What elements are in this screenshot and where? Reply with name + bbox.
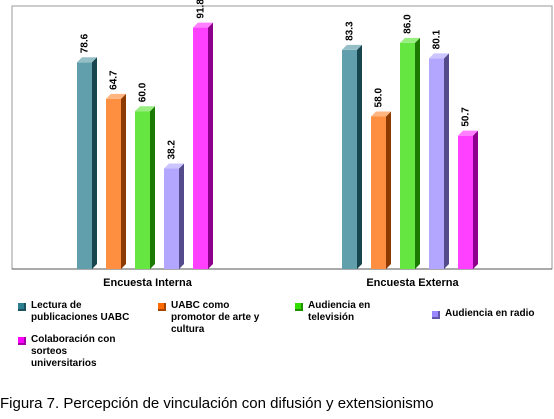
value-label-0-3: 38.2 bbox=[167, 140, 178, 160]
legend-label-lectura: Lectura de publicaciones UABC bbox=[31, 300, 130, 323]
bar-front-0-0 bbox=[77, 62, 92, 270]
value-label-1-2: 86.0 bbox=[403, 14, 414, 34]
value-label-1-4: 50.7 bbox=[461, 107, 472, 127]
legend-item-sorteos: Colaboración con sorteos universitarios bbox=[18, 334, 115, 370]
bar-top-1-4 bbox=[458, 130, 478, 136]
legend-item-radio: Audiencia en radio bbox=[432, 308, 534, 320]
bar-front-1-4 bbox=[458, 135, 473, 269]
bar-front-1-0 bbox=[342, 49, 357, 269]
bar-front-0-1 bbox=[106, 98, 121, 270]
value-label-1-3: 80.1 bbox=[432, 29, 443, 49]
value-label-0-2: 60.0 bbox=[138, 82, 149, 102]
bar-top-0-1 bbox=[106, 93, 126, 99]
value-label-1-1: 58.0 bbox=[374, 88, 385, 108]
bar-side-0-1 bbox=[121, 93, 126, 270]
bar-side-1-3 bbox=[444, 53, 449, 269]
bar-front-0-3 bbox=[164, 168, 179, 269]
bar-top-1-3 bbox=[429, 53, 449, 59]
legend-label-promotor: UABC como promotor de arte y cultura bbox=[171, 300, 260, 335]
value-label-0-1: 64.7 bbox=[109, 70, 120, 90]
figure-caption: Figura 7. Percepción de vinculación con … bbox=[0, 395, 434, 412]
bar-chart: 78.6 64.7 60.0 38.2 91.8 Encuesta Interna 83.3… bbox=[11, 0, 553, 289]
bar-top-1-0 bbox=[342, 44, 362, 50]
bar-side-1-0 bbox=[357, 44, 362, 269]
bar-side-0-2 bbox=[150, 106, 155, 269]
bar-top-0-2 bbox=[135, 106, 155, 112]
bar-front-0-2 bbox=[135, 111, 150, 269]
bar-top-0-3 bbox=[164, 163, 184, 169]
bar-front-0-4 bbox=[193, 27, 208, 270]
bar-side-0-4 bbox=[208, 22, 213, 270]
bar-top-1-2 bbox=[400, 37, 420, 43]
legend-item-television: Audiencia en televisión bbox=[295, 300, 370, 324]
category-label-1: Encuesta Externa bbox=[366, 277, 459, 289]
bar-side-0-3 bbox=[179, 163, 184, 269]
value-label-1-0: 83.3 bbox=[345, 21, 356, 41]
legend-swatch-sorteos bbox=[18, 337, 26, 345]
legend-item-promotor: UABC como promotor de arte y cultura bbox=[158, 300, 259, 336]
bar-side-1-1 bbox=[386, 111, 391, 270]
legend-item-lectura: Lectura de publicaciones UABC bbox=[18, 300, 129, 324]
legend-swatch-promotor bbox=[158, 303, 166, 311]
bar-front-1-3 bbox=[429, 58, 444, 269]
bar-top-0-0 bbox=[77, 57, 97, 63]
bar-top-1-1 bbox=[371, 111, 391, 117]
value-label-0-0: 78.6 bbox=[80, 33, 91, 53]
chart-legend: Lectura de publicaciones UABC UABC como … bbox=[0, 292, 554, 376]
bar-side-1-4 bbox=[473, 130, 478, 269]
legend-swatch-lectura bbox=[18, 303, 26, 311]
legend-swatch-television bbox=[295, 303, 303, 311]
bar-side-1-2 bbox=[415, 37, 420, 269]
bar-top-0-4 bbox=[193, 22, 213, 28]
category-label-0: Encuesta Interna bbox=[103, 277, 193, 289]
bar-front-1-1 bbox=[371, 116, 386, 270]
legend-swatch-radio bbox=[432, 311, 440, 319]
bar-front-1-2 bbox=[400, 42, 415, 269]
bar-side-0-0 bbox=[92, 57, 97, 270]
value-label-0-4: 91.8 bbox=[196, 0, 207, 19]
legend-label-television: Audiencia en televisión bbox=[308, 300, 371, 323]
legend-label-sorteos: Colaboración con sorteos universitarios bbox=[31, 334, 116, 369]
legend-label-radio: Audiencia en radio bbox=[445, 308, 535, 319]
